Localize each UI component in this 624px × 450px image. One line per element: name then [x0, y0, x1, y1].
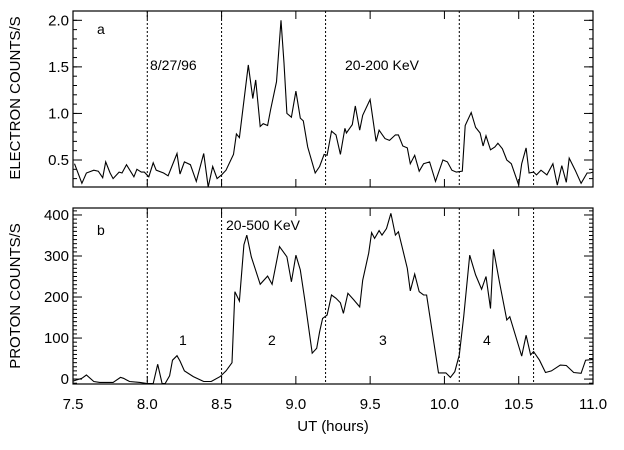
annotation-proton-energy: 20-500 KeV: [226, 217, 301, 233]
y-tick-label: 100: [44, 330, 69, 347]
x-tick-label: 7.5: [63, 396, 84, 413]
series-line-b: [72, 213, 594, 385]
y-tick-label: 400: [44, 207, 69, 224]
x-axis-label: UT (hours): [297, 418, 368, 435]
event-label-2: 2: [268, 332, 276, 348]
annotation-electron-energy: 20-200 KeV: [345, 57, 420, 73]
plot-frame: [72, 10, 594, 188]
y-tick-label: 1.0: [48, 105, 69, 122]
y-tick-label: 0.5: [48, 152, 69, 169]
y-axis-label-electron: ELECTRON COUNTS/S: [7, 16, 24, 179]
x-tick-label: 9.5: [360, 396, 381, 413]
panel-a-electron: 0.5 1.0 1.5 2.0: [48, 10, 594, 188]
panel-a-label: a: [97, 21, 105, 37]
x-tick-label: 11.0: [579, 396, 607, 413]
event-label-4: 4: [483, 332, 491, 348]
series-line-a: [73, 20, 594, 188]
y-tick-label: 200: [44, 289, 69, 306]
x-tick-label: 9.0: [285, 396, 306, 413]
y-tick-label: 300: [44, 248, 69, 265]
y-tick-label: 1.5: [48, 59, 69, 76]
x-tick-label: 8.0: [137, 396, 158, 413]
annotation-date: 8/27/96: [150, 57, 197, 73]
y-tick-label: 0: [61, 371, 69, 388]
event-label-3: 3: [379, 332, 387, 348]
panel-b-label: b: [97, 222, 105, 238]
x-tick-label: 8.5: [211, 396, 232, 413]
x-tick-label: 10.5: [504, 396, 533, 413]
plot-frame: [72, 207, 594, 385]
y-tick-label: 2.0: [48, 12, 69, 29]
x-tick-label: 10.0: [430, 396, 459, 413]
y-axis-label-proton: PROTON COUNTS/S: [7, 223, 24, 369]
event-label-1: 1: [179, 332, 187, 348]
panel-b-proton: 7.5 8.0 8.5 9.0 9.5 10.0 10.5 11.0 0 100 200 300 400: [44, 207, 607, 413]
